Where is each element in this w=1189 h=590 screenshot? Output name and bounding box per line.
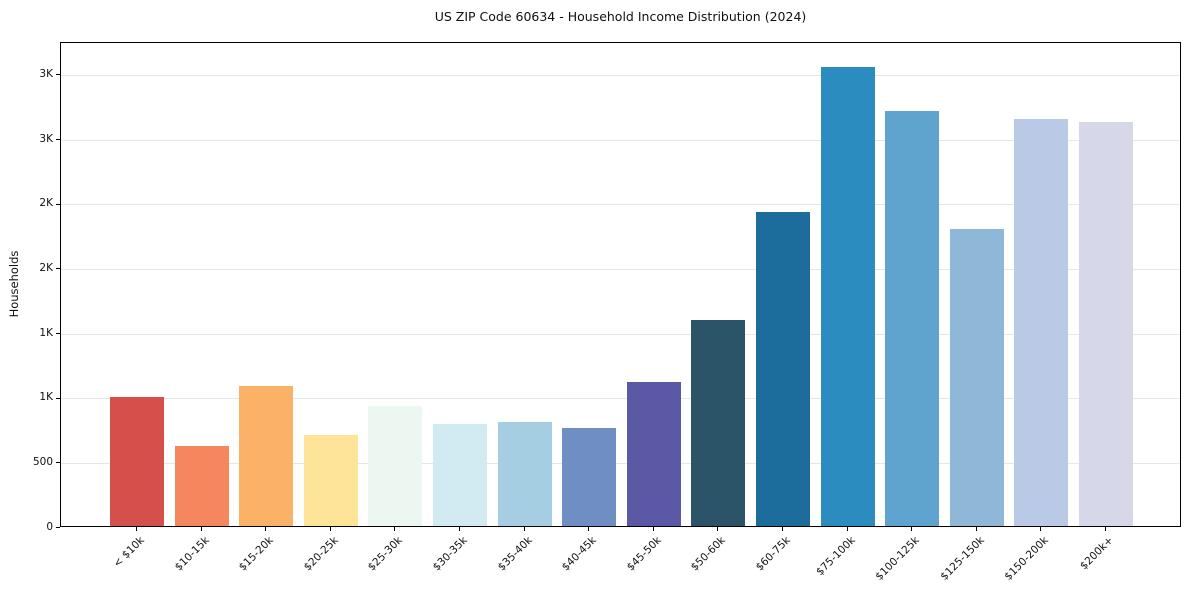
- bar-200k: [1079, 122, 1133, 526]
- y-tick-mark: [56, 462, 60, 464]
- gridline: [61, 268, 1180, 270]
- bar-100-125k: [885, 110, 940, 526]
- bar-45-50k: [626, 382, 681, 526]
- bar-50-60k: [691, 320, 746, 526]
- y-tick-mark: [56, 397, 60, 399]
- gridline: [61, 74, 1180, 76]
- gridline: [61, 398, 1180, 400]
- bar-60-75k: [756, 211, 810, 526]
- gridline: [61, 333, 1180, 335]
- y-tick-label: 3K: [39, 132, 53, 145]
- y-tick-mark: [56, 268, 60, 270]
- bar-10-15k: [174, 446, 229, 526]
- y-tick-mark: [56, 139, 60, 140]
- bar-25-30k: [368, 406, 423, 526]
- gridline: [61, 139, 1180, 141]
- y-axis-label: Households: [7, 250, 21, 318]
- y-tick-mark: [56, 527, 60, 528]
- gridline: [61, 462, 1180, 464]
- x-tick-mark: [846, 527, 848, 531]
- x-tick-mark: [1040, 527, 1042, 531]
- x-tick-mark: [459, 527, 460, 531]
- x-tick-mark: [717, 527, 719, 531]
- x-tick-mark: [782, 527, 783, 531]
- x-tick-mark: [329, 527, 331, 531]
- gridline: [61, 204, 1180, 206]
- bar-150-200k: [1014, 118, 1069, 526]
- x-tick-mark: [1105, 527, 1106, 531]
- bar-15-20k: [239, 386, 294, 526]
- y-tick-label: 2K: [39, 197, 53, 210]
- chart-title: US ZIP Code 60634 - Household Income Dis…: [434, 9, 807, 24]
- y-tick-label: 0: [46, 520, 53, 533]
- y-tick-label: 500: [32, 455, 53, 468]
- x-tick-mark: [652, 527, 654, 531]
- x-tick-mark: [394, 527, 396, 531]
- y-tick-mark: [56, 203, 60, 205]
- x-tick-mark: [588, 527, 590, 531]
- bar-75-100k: [820, 66, 875, 526]
- plot-area: [60, 42, 1181, 527]
- y-tick-label: 1K: [39, 326, 53, 339]
- x-tick-mark: [136, 527, 137, 531]
- bar-125-150k: [949, 228, 1004, 526]
- y-tick-label: 2K: [39, 261, 53, 274]
- y-tick-mark: [56, 74, 60, 76]
- y-tick-label: 1K: [39, 391, 53, 404]
- x-tick-mark: [975, 527, 977, 531]
- x-tick-mark: [200, 527, 202, 531]
- bar-20-25k: [303, 435, 358, 526]
- x-tick-label: < $10k: [111, 534, 147, 570]
- bar-30-35k: [433, 424, 487, 526]
- bar-35-40k: [497, 421, 552, 526]
- y-tick-mark: [56, 333, 60, 334]
- x-tick-mark: [523, 527, 525, 531]
- bar-10k: [110, 396, 164, 526]
- bar-40-45k: [562, 427, 617, 526]
- x-tick-mark: [911, 527, 913, 531]
- x-tick-mark: [265, 527, 267, 531]
- y-tick-label: 3K: [39, 67, 53, 80]
